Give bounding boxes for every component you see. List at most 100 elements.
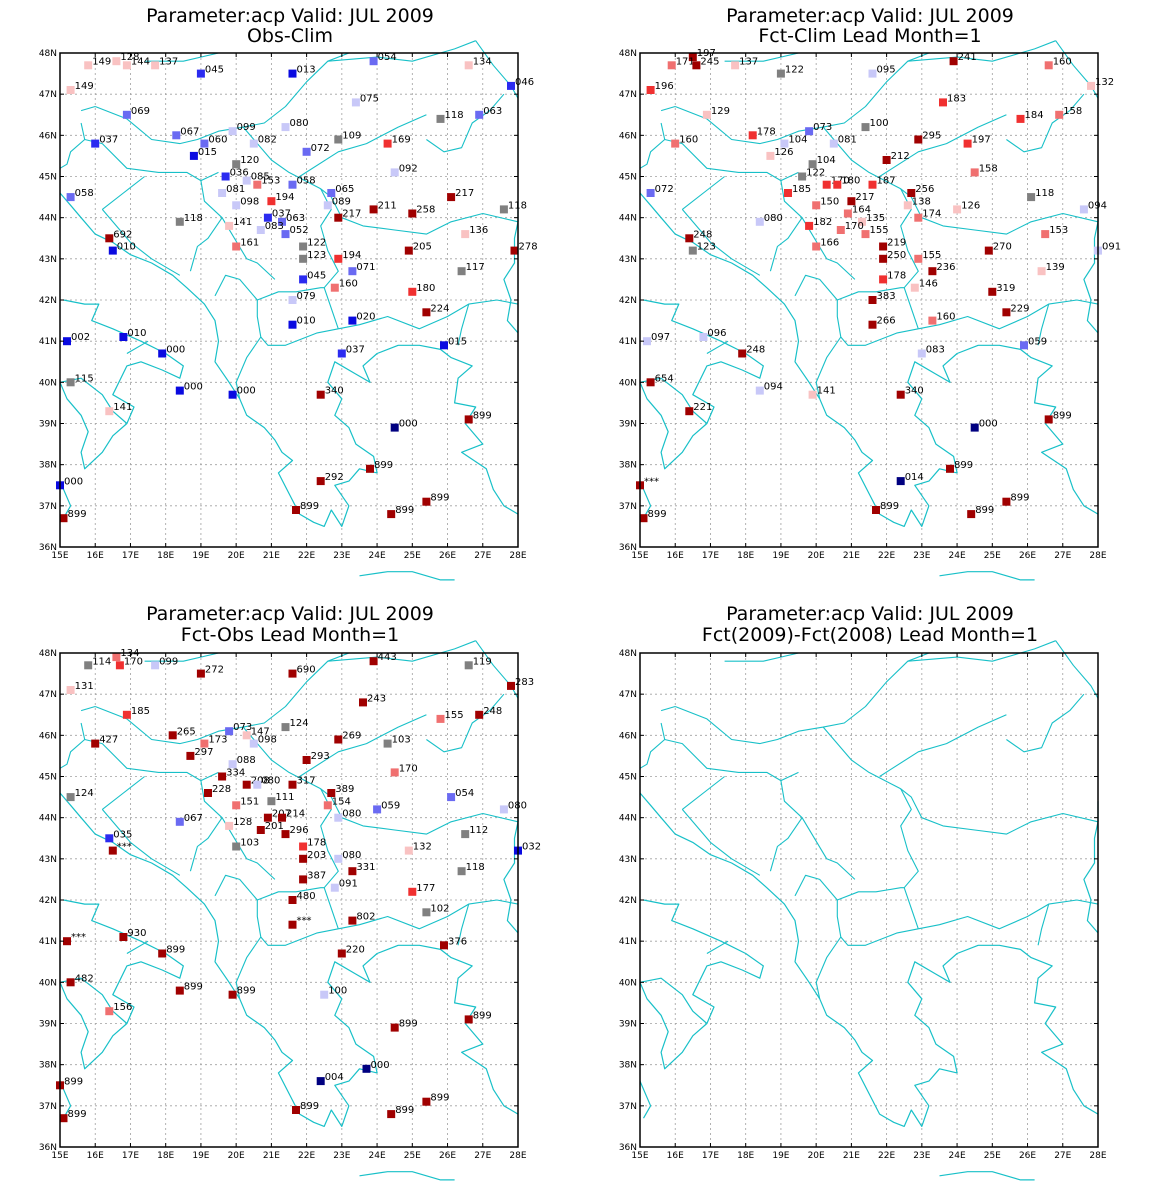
station-value-label: 071 [356,262,375,273]
station: 184 [1016,110,1044,123]
station-marker [316,1077,325,1086]
lon-tick-label: 21E [843,551,860,561]
station: 236 [928,262,955,276]
station-value-label: 098 [240,196,259,207]
station-value-label: 319 [996,283,1015,294]
station-value-label: 058 [75,188,94,199]
station-marker [699,333,708,341]
station-marker [879,254,888,263]
country-border [837,287,905,301]
country-border [660,105,676,112]
country-border [1037,903,1050,946]
station-marker [91,139,100,148]
station-value-label: 173 [208,735,227,746]
station-marker [348,316,357,325]
country-border [214,274,258,301]
station: 174 [914,209,941,222]
station-marker [158,349,167,358]
station-value-label: 248 [693,229,712,240]
country-border [801,217,856,280]
station-value-label: 160 [936,312,955,323]
lon-tick-label: 23E [333,1151,350,1161]
station: 212 [882,151,910,164]
coastline [59,1080,72,1119]
station-marker [688,53,697,62]
station-marker [776,69,785,78]
station-value-label: 899 [430,493,449,504]
station: 389 [327,784,354,797]
station-value-label: 331 [356,862,375,873]
station: 136 [461,225,488,239]
station: 690 [288,665,316,678]
station: 899 [228,986,256,999]
station-marker [390,168,399,177]
station-value-label: 270 [993,242,1012,253]
station-value-label: 217 [342,209,361,220]
station-marker [66,793,75,802]
lat-tick-label: 43N [619,855,637,865]
station-marker [302,756,311,764]
station-marker [66,378,75,387]
station-value-label: 045 [307,270,326,281]
station-value-label: 052 [290,225,309,236]
station-marker [808,390,817,399]
station-marker [861,230,870,239]
station: 098 [232,196,259,210]
station: 015 [440,336,467,350]
country-border [907,40,1056,62]
country-border [242,726,519,835]
station: 083 [256,221,284,234]
station: 194 [334,250,361,263]
station-value-label: 160 [679,135,698,146]
lat-tick-label: 43N [39,855,57,865]
country-border [426,693,505,753]
country-border [706,340,729,354]
station-marker [330,283,339,292]
country-border [126,940,149,954]
station-value-label: 067 [184,813,203,824]
lat-gridlines [60,93,518,507]
country-border [327,40,476,62]
station: 187 [868,176,896,189]
station-marker [805,127,814,136]
station-value-label: 080 [342,850,361,861]
station-value-label: 122 [785,65,804,76]
station-value-label: 000 [371,1060,390,1071]
station: 138 [903,196,931,210]
station: 899 [1002,493,1029,506]
station-value-label: 256 [915,184,934,195]
station-marker [369,205,378,214]
station-marker [228,390,237,399]
station: 114 [84,656,111,670]
station-marker [232,242,241,251]
station: 151 [232,796,259,810]
station-value-label: 081 [226,184,245,195]
lon-tick-label: 18E [157,551,174,561]
station: 071 [348,262,375,276]
station-marker [218,189,227,197]
station-value-label: 135 [866,213,885,224]
lat-axis: 36N 37N 38N 39N 40N 41N 42N 43N 44N 45N 46N 47N 48N [619,49,1098,553]
station-value-label: 177 [416,883,435,894]
lat-tick-label: 40N [39,978,57,988]
station-value-label: 899 [1053,410,1072,421]
station-marker [108,846,117,855]
country-border [681,209,761,276]
station-value-label: 154 [332,796,351,807]
station: 334 [218,768,245,781]
station: 128 [112,52,139,66]
station-value-label: 245 [700,56,719,67]
station-marker [299,254,308,263]
station-marker [422,908,431,917]
station-marker [186,751,195,760]
station: 293 [302,751,330,764]
station: 054 [447,788,474,802]
station-marker [507,81,515,90]
lon-tick-label: 24E [949,551,966,561]
station-marker [440,941,448,950]
station-value-label: 899 [237,986,256,997]
station-marker [334,213,343,222]
station-marker [422,497,431,506]
station-value-label: 082 [258,135,277,146]
